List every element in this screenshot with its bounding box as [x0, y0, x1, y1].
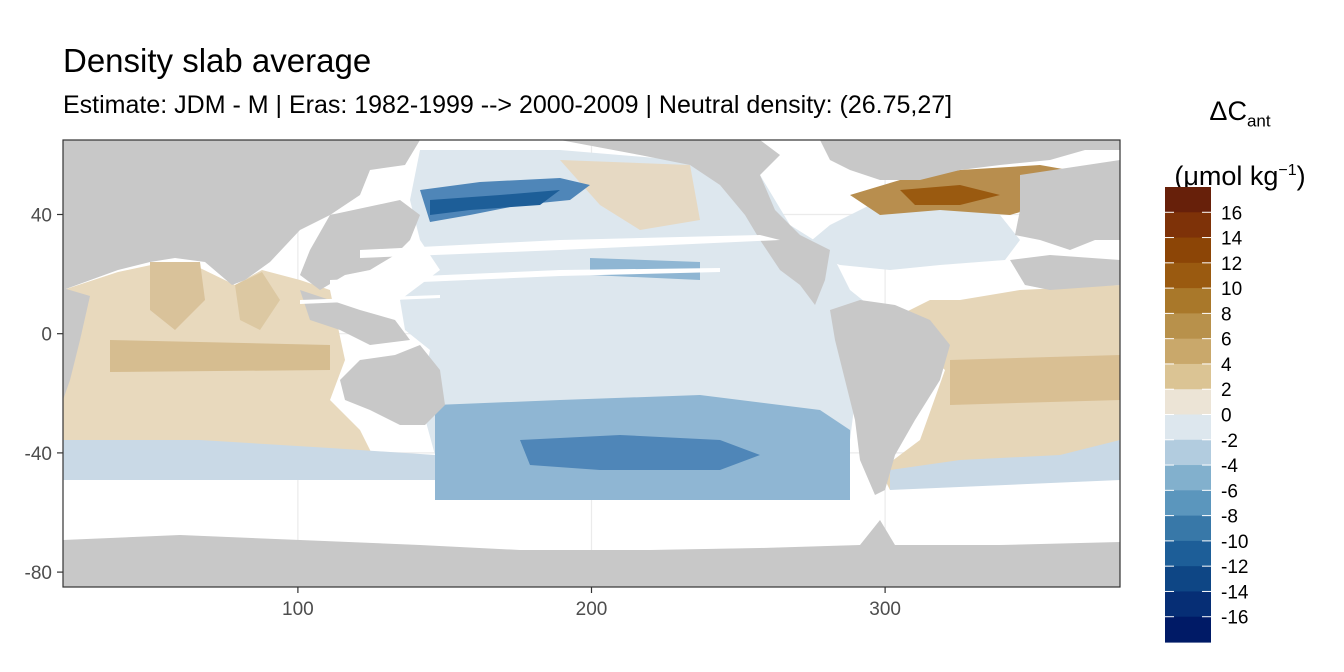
no-data-streaks [300, 235, 780, 304]
region-north-atlantic [800, 200, 1020, 270]
colorbar-swatch [1165, 540, 1211, 567]
no-data-streak [330, 268, 720, 286]
land-australia [340, 345, 445, 425]
colorbar-label: 8 [1221, 304, 1232, 325]
colorbar-label: 4 [1221, 355, 1232, 376]
colorbar-label: -10 [1221, 532, 1248, 553]
colorbar-swatch [1165, 288, 1211, 314]
land-north-america [560, 140, 830, 305]
no-data-streak [300, 295, 440, 304]
colorbar-swatch [1165, 465, 1211, 491]
colorbar-label: 16 [1221, 203, 1242, 224]
region-indian-ocean [63, 262, 435, 480]
land-maritime-se-asia [300, 290, 410, 345]
land-africa-south [63, 288, 90, 400]
colorbar-label: 14 [1221, 229, 1243, 250]
land-antarctica [63, 520, 1120, 587]
land-east-asia [300, 200, 420, 290]
y-tick-label: 40 [31, 206, 52, 227]
y-axis: 40 0 -40 -80 [25, 206, 63, 584]
land-europe [1015, 160, 1120, 250]
colorbar-label: 10 [1221, 279, 1242, 300]
colorbar-label: 0 [1221, 406, 1232, 427]
colorbar-swatch [1165, 515, 1211, 542]
legend-title-unit: (μmol kg−1) [1174, 161, 1306, 192]
colorbar-swatch [1165, 237, 1211, 264]
colorbar-swatch [1165, 566, 1211, 593]
y-tick-label: -40 [25, 444, 52, 465]
x-tick-label: 200 [576, 599, 608, 620]
land-africa-eurasia-west [63, 140, 420, 290]
colorbar-label: -16 [1221, 608, 1248, 629]
colorbar-swatch [1165, 414, 1211, 441]
colorbar-label: -4 [1221, 456, 1238, 477]
legend-title: ΔCant (μmol kg−1) [1160, 86, 1320, 201]
land-africa-east [1010, 255, 1120, 290]
colorbar-swatch [1165, 212, 1211, 239]
region-south-pacific-core [520, 435, 760, 470]
x-tick-label: 100 [282, 599, 314, 620]
colorbar-label: -8 [1221, 507, 1238, 528]
colorbar-swatch [1165, 313, 1211, 340]
no-data-streak [360, 235, 780, 258]
colorbar-swatch [1165, 389, 1211, 416]
legend-title-quantity: ΔCant [1209, 96, 1271, 131]
region-south-atlantic-band [950, 355, 1120, 405]
region-north-pacific-tan [560, 160, 700, 230]
colorbar-swatch [1165, 187, 1211, 213]
colorbar-label: 12 [1221, 254, 1242, 275]
region-north-atlantic-core [900, 185, 1000, 205]
y-tick-label: 0 [41, 325, 52, 346]
land-greenland [820, 140, 1120, 180]
colorbar-label: -2 [1221, 431, 1238, 452]
land [63, 140, 1120, 587]
region-arabian-sea [150, 262, 205, 330]
colorbar: 16 14 12 10 8 6 4 2 0 -2 -4 -6 -8 -10 -12 -14 -16 [1165, 187, 1249, 643]
colorbar-label: -6 [1221, 481, 1238, 502]
colorbar-swatch [1165, 591, 1211, 618]
map-layers [63, 140, 1120, 587]
colorbar-label: -12 [1221, 557, 1248, 578]
colorbar-swatch [1165, 616, 1211, 643]
colorbar-swatch [1165, 490, 1211, 517]
region-south-atlantic-blue [890, 440, 1120, 490]
region-indian-south-blue [63, 440, 435, 480]
colorbar-label: 6 [1221, 330, 1232, 351]
colorbar-label: 2 [1221, 380, 1232, 401]
x-axis: 100 200 300 [282, 587, 901, 620]
chart-title: Density slab average [63, 42, 372, 79]
x-tick-label: 300 [869, 599, 901, 620]
colorbar-swatch [1165, 338, 1211, 365]
y-tick-label: -80 [25, 563, 52, 584]
colorbar-swatch [1165, 262, 1211, 289]
region-bay-of-bengal [235, 272, 280, 330]
land-south-america [830, 300, 950, 495]
colorbar-swatch [1165, 363, 1211, 390]
region-south-indian-band [110, 340, 330, 372]
chart-subtitle: Estimate: JDM - M | Eras: 1982-1999 --> … [63, 91, 953, 119]
colorbar-swatch [1165, 439, 1211, 466]
region-kuroshio-core [430, 190, 560, 215]
colorbar-label: -14 [1221, 582, 1249, 603]
